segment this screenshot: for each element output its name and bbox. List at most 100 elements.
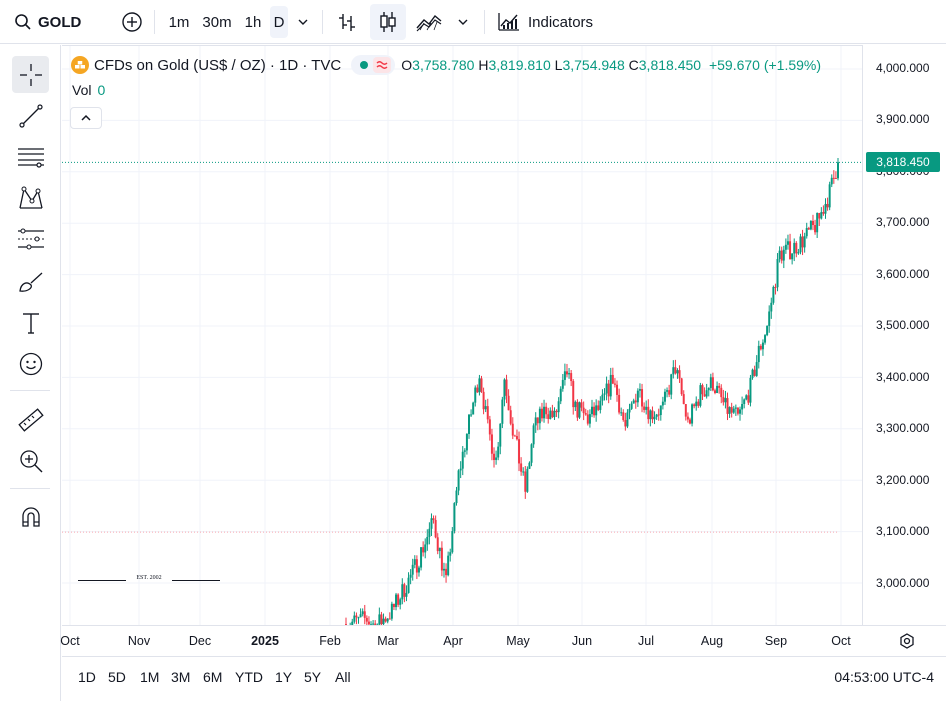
gear-icon: [899, 633, 915, 649]
price-chart[interactable]: [62, 46, 862, 626]
candle-body: [436, 537, 439, 552]
candle-body: [386, 618, 389, 622]
interval-d-button[interactable]: D: [270, 6, 288, 38]
trend-line-tool-button[interactable]: [12, 97, 49, 134]
chart-pane[interactable]: [62, 45, 862, 626]
candle-body: [818, 213, 821, 219]
range-5d-button[interactable]: 5D: [108, 669, 126, 685]
candle-body: [442, 568, 445, 571]
forecast-tool-button[interactable]: [12, 220, 49, 257]
timezone-clock[interactable]: 04:53:00 UTC-4: [834, 669, 934, 685]
range-3m-button[interactable]: 3M: [171, 669, 191, 685]
candle-body: [663, 391, 666, 402]
interval-dropdown-button[interactable]: [292, 6, 314, 38]
interval-1h-button[interactable]: 1h: [244, 13, 262, 31]
zoom-in-icon: [18, 448, 44, 474]
time-tick: May: [506, 634, 530, 648]
pattern-tool-button[interactable]: [12, 179, 49, 216]
time-tick: Sep: [764, 634, 788, 648]
candle-body: [703, 394, 706, 397]
measure-tool-button[interactable]: [12, 401, 49, 438]
candle-body: [382, 618, 385, 625]
zoom-tool-button[interactable]: [12, 442, 49, 479]
area-chart-icon: [415, 12, 443, 32]
candle-body: [666, 390, 669, 392]
candle-body: [430, 518, 433, 529]
drawing-toolbar: [0, 45, 61, 701]
time-tick: Jun: [571, 634, 593, 648]
fib-tool-button[interactable]: [12, 138, 49, 175]
range-ytd-button[interactable]: YTD: [235, 669, 263, 685]
candle-body: [649, 410, 652, 420]
bar-chart-type-button[interactable]: [332, 6, 362, 38]
candle-body: [374, 623, 377, 626]
market-status-badge[interactable]: [351, 55, 396, 75]
range-5y-button[interactable]: 5Y: [304, 669, 322, 685]
candle-body: [837, 162, 839, 179]
symbol-search-button[interactable]: GOLD: [10, 6, 102, 38]
candle-body: [647, 406, 650, 420]
candle-body: [830, 177, 833, 185]
candle-body: [540, 408, 543, 419]
candle-body: [493, 453, 496, 460]
interval-30m-button[interactable]: 30m: [202, 13, 232, 31]
chart-type-dropdown-button[interactable]: [452, 6, 474, 38]
time-tick: Aug: [700, 634, 724, 648]
candle-body: [780, 250, 783, 261]
range-1y-button[interactable]: 1Y: [275, 669, 293, 685]
compare-symbol-button[interactable]: [116, 6, 148, 38]
candle-body: [428, 528, 431, 537]
time-axis[interactable]: Oct Nov Dec 2025 Feb Mar Apr May Jun Jul…: [60, 625, 946, 655]
price-axis[interactable]: 4,000.000 3,900.000 3,800.000 3,700.000 …: [862, 45, 946, 625]
candle-body: [751, 369, 754, 378]
candle-body: [534, 417, 537, 426]
price-tick: 3,500.000: [876, 318, 930, 332]
candle-body: [641, 389, 644, 407]
magnet-mode-button[interactable]: [12, 498, 49, 535]
collapse-legend-button[interactable]: [70, 107, 102, 129]
crosshair-tool-button[interactable]: [12, 56, 49, 93]
range-1m-button[interactable]: 1M: [140, 669, 160, 685]
candle-body: [638, 389, 641, 391]
candle-body: [511, 423, 514, 436]
candle-body: [807, 228, 810, 230]
candle-body: [584, 413, 587, 415]
candle-body: [728, 407, 731, 414]
candle-body: [720, 387, 723, 398]
indicators-button[interactable]: Indicators: [494, 6, 600, 38]
symbol-title[interactable]: CFDs on Gold (US$ / OZ) · 1D · TVC: [94, 56, 342, 74]
range-1d-button[interactable]: 1D: [78, 669, 96, 685]
interval-1m-button[interactable]: 1m: [168, 13, 190, 31]
price-change: +59.670 (+1.59%): [708, 57, 822, 73]
range-6m-button[interactable]: 6M: [203, 669, 223, 685]
brush-tool-button[interactable]: [12, 263, 49, 300]
area-chart-type-button[interactable]: [412, 6, 446, 38]
candle-body: [653, 416, 656, 420]
candle-body: [395, 594, 398, 608]
time-tick: Oct: [60, 634, 80, 648]
candle-body: [793, 242, 796, 254]
candle-body: [415, 559, 418, 573]
range-all-button[interactable]: All: [335, 669, 351, 685]
low-label: L: [554, 57, 563, 73]
chart-settings-button[interactable]: [898, 632, 916, 650]
candle-body: [657, 414, 660, 416]
candle-body: [747, 395, 750, 403]
price-tick: 3,200.000: [876, 473, 930, 487]
candle-body: [622, 412, 625, 421]
volume-label[interactable]: Vol: [72, 82, 92, 98]
candle-body: [603, 393, 606, 395]
candle-body: [753, 369, 756, 376]
high-value: 3,819.810: [488, 57, 551, 73]
emoji-tool-button[interactable]: [12, 345, 49, 382]
text-tool-button[interactable]: [12, 304, 49, 341]
indicators-label: Indicators: [528, 13, 594, 31]
candle-body: [432, 518, 435, 520]
candle-body: [816, 213, 819, 233]
candle-body: [618, 394, 621, 413]
candle-body: [557, 401, 560, 413]
candle-body: [422, 547, 425, 553]
candle-body: [651, 410, 654, 420]
candles-chart-type-button[interactable]: [370, 4, 406, 40]
candle-body: [507, 395, 510, 411]
